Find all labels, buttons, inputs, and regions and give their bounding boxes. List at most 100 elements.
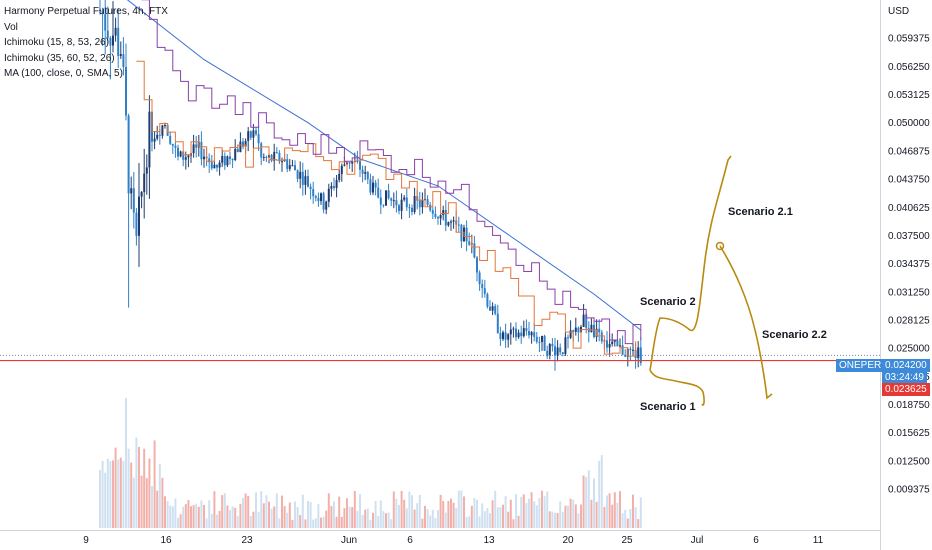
candle-body (541, 336, 543, 342)
candle-body (226, 156, 229, 166)
candle-body (494, 306, 497, 314)
volume-bar (143, 448, 146, 528)
volume-bar (156, 490, 159, 528)
chart-legend: Harmony Perpetual Futures, 4h, FTX Vol I… (4, 4, 168, 82)
candle-body (299, 171, 302, 179)
candle-body (600, 332, 603, 342)
volume-bar (494, 490, 497, 528)
time-tick-label: 6 (407, 535, 413, 546)
volume-bar (481, 503, 484, 528)
candle-body (338, 173, 341, 180)
candle-body (390, 198, 393, 201)
candle-body (356, 160, 359, 162)
volume-bar (135, 437, 138, 528)
candle-body (629, 348, 632, 350)
volume-bar (582, 475, 585, 528)
candle-body (616, 340, 619, 347)
volume-bar (247, 495, 250, 528)
candle-body (426, 199, 429, 205)
volume-bar (106, 458, 109, 528)
volume-bar (104, 472, 107, 528)
volume-bar (278, 518, 281, 528)
volume-bar (145, 478, 148, 528)
volume-bar (242, 498, 244, 528)
candle-body (504, 332, 507, 340)
volume-bar (353, 491, 356, 528)
candle-body (203, 156, 205, 160)
volume-bar (192, 505, 195, 528)
volume-bar (286, 512, 289, 528)
candle-body (281, 161, 283, 163)
volume-bar (330, 506, 333, 528)
candle-body (288, 165, 291, 169)
candle-body (145, 167, 148, 174)
candle-body (507, 334, 510, 340)
candle-body (444, 210, 447, 226)
candle-body (216, 164, 218, 168)
candle-body (275, 151, 278, 153)
candle-body (556, 347, 559, 356)
candle-body (619, 345, 621, 347)
volume-bar (535, 505, 538, 528)
volume-bar (517, 515, 520, 528)
candle-body (291, 165, 294, 167)
volume-bar (294, 501, 296, 528)
candle-body (598, 328, 601, 333)
candle-body (158, 134, 161, 136)
volume-bar (169, 505, 172, 528)
candle-body (364, 172, 367, 174)
scenario-branch-point (715, 241, 725, 251)
volume-bar (507, 511, 510, 528)
candle-body (273, 151, 276, 161)
candle-body (564, 337, 567, 354)
volume-bar (200, 500, 203, 528)
volume-bar (296, 507, 299, 528)
volume-bar (437, 510, 439, 528)
volume-bar (489, 513, 491, 528)
candle-body (606, 340, 608, 348)
candle-body (330, 186, 333, 189)
volume-bar (281, 495, 283, 528)
candle-body (509, 329, 512, 335)
volume-bar (364, 509, 367, 528)
time-tick-label: Jun (341, 535, 357, 546)
volume-bar (231, 506, 234, 528)
price-tick-label: 0.046875 (888, 146, 930, 157)
volume-bar (478, 516, 481, 528)
scenario-2-path (649, 155, 732, 371)
volume-bar (190, 506, 192, 528)
candle-body (325, 201, 328, 210)
candle-body (413, 196, 416, 212)
candle-body (468, 241, 471, 245)
volume-bar (460, 490, 463, 528)
candle-body (210, 162, 213, 169)
volume-bar (203, 504, 205, 528)
volume-bar (559, 501, 562, 528)
time-tick-label: 13 (483, 535, 495, 546)
candle-body (613, 340, 616, 342)
candle-body (320, 193, 322, 202)
volume-bar (356, 510, 359, 528)
volume-bar (512, 519, 515, 528)
candle-body (257, 134, 260, 144)
volume-bar (223, 493, 226, 528)
volume-bar (351, 507, 354, 528)
candle-body (104, 14, 107, 31)
price-tick-label: 0.040625 (888, 203, 930, 214)
candle-body (569, 330, 572, 338)
volume-bar (184, 504, 187, 528)
price-tick-label: 0.018750 (888, 400, 930, 411)
volume-bar (275, 493, 278, 528)
volume-bar (140, 475, 143, 528)
volume-bar (442, 501, 445, 528)
candle-body (525, 328, 528, 331)
candle-body (304, 176, 307, 185)
candle-body (340, 165, 343, 174)
candle-body (122, 54, 125, 67)
scenario-2-2-path (719, 245, 773, 400)
candle-body (366, 172, 369, 180)
candle-body (112, 35, 114, 46)
candle-body (522, 328, 525, 337)
candle-body (348, 162, 351, 164)
